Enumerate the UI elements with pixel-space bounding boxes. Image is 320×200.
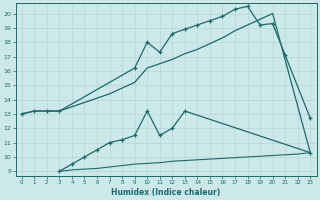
X-axis label: Humidex (Indice chaleur): Humidex (Indice chaleur) (111, 188, 221, 197)
